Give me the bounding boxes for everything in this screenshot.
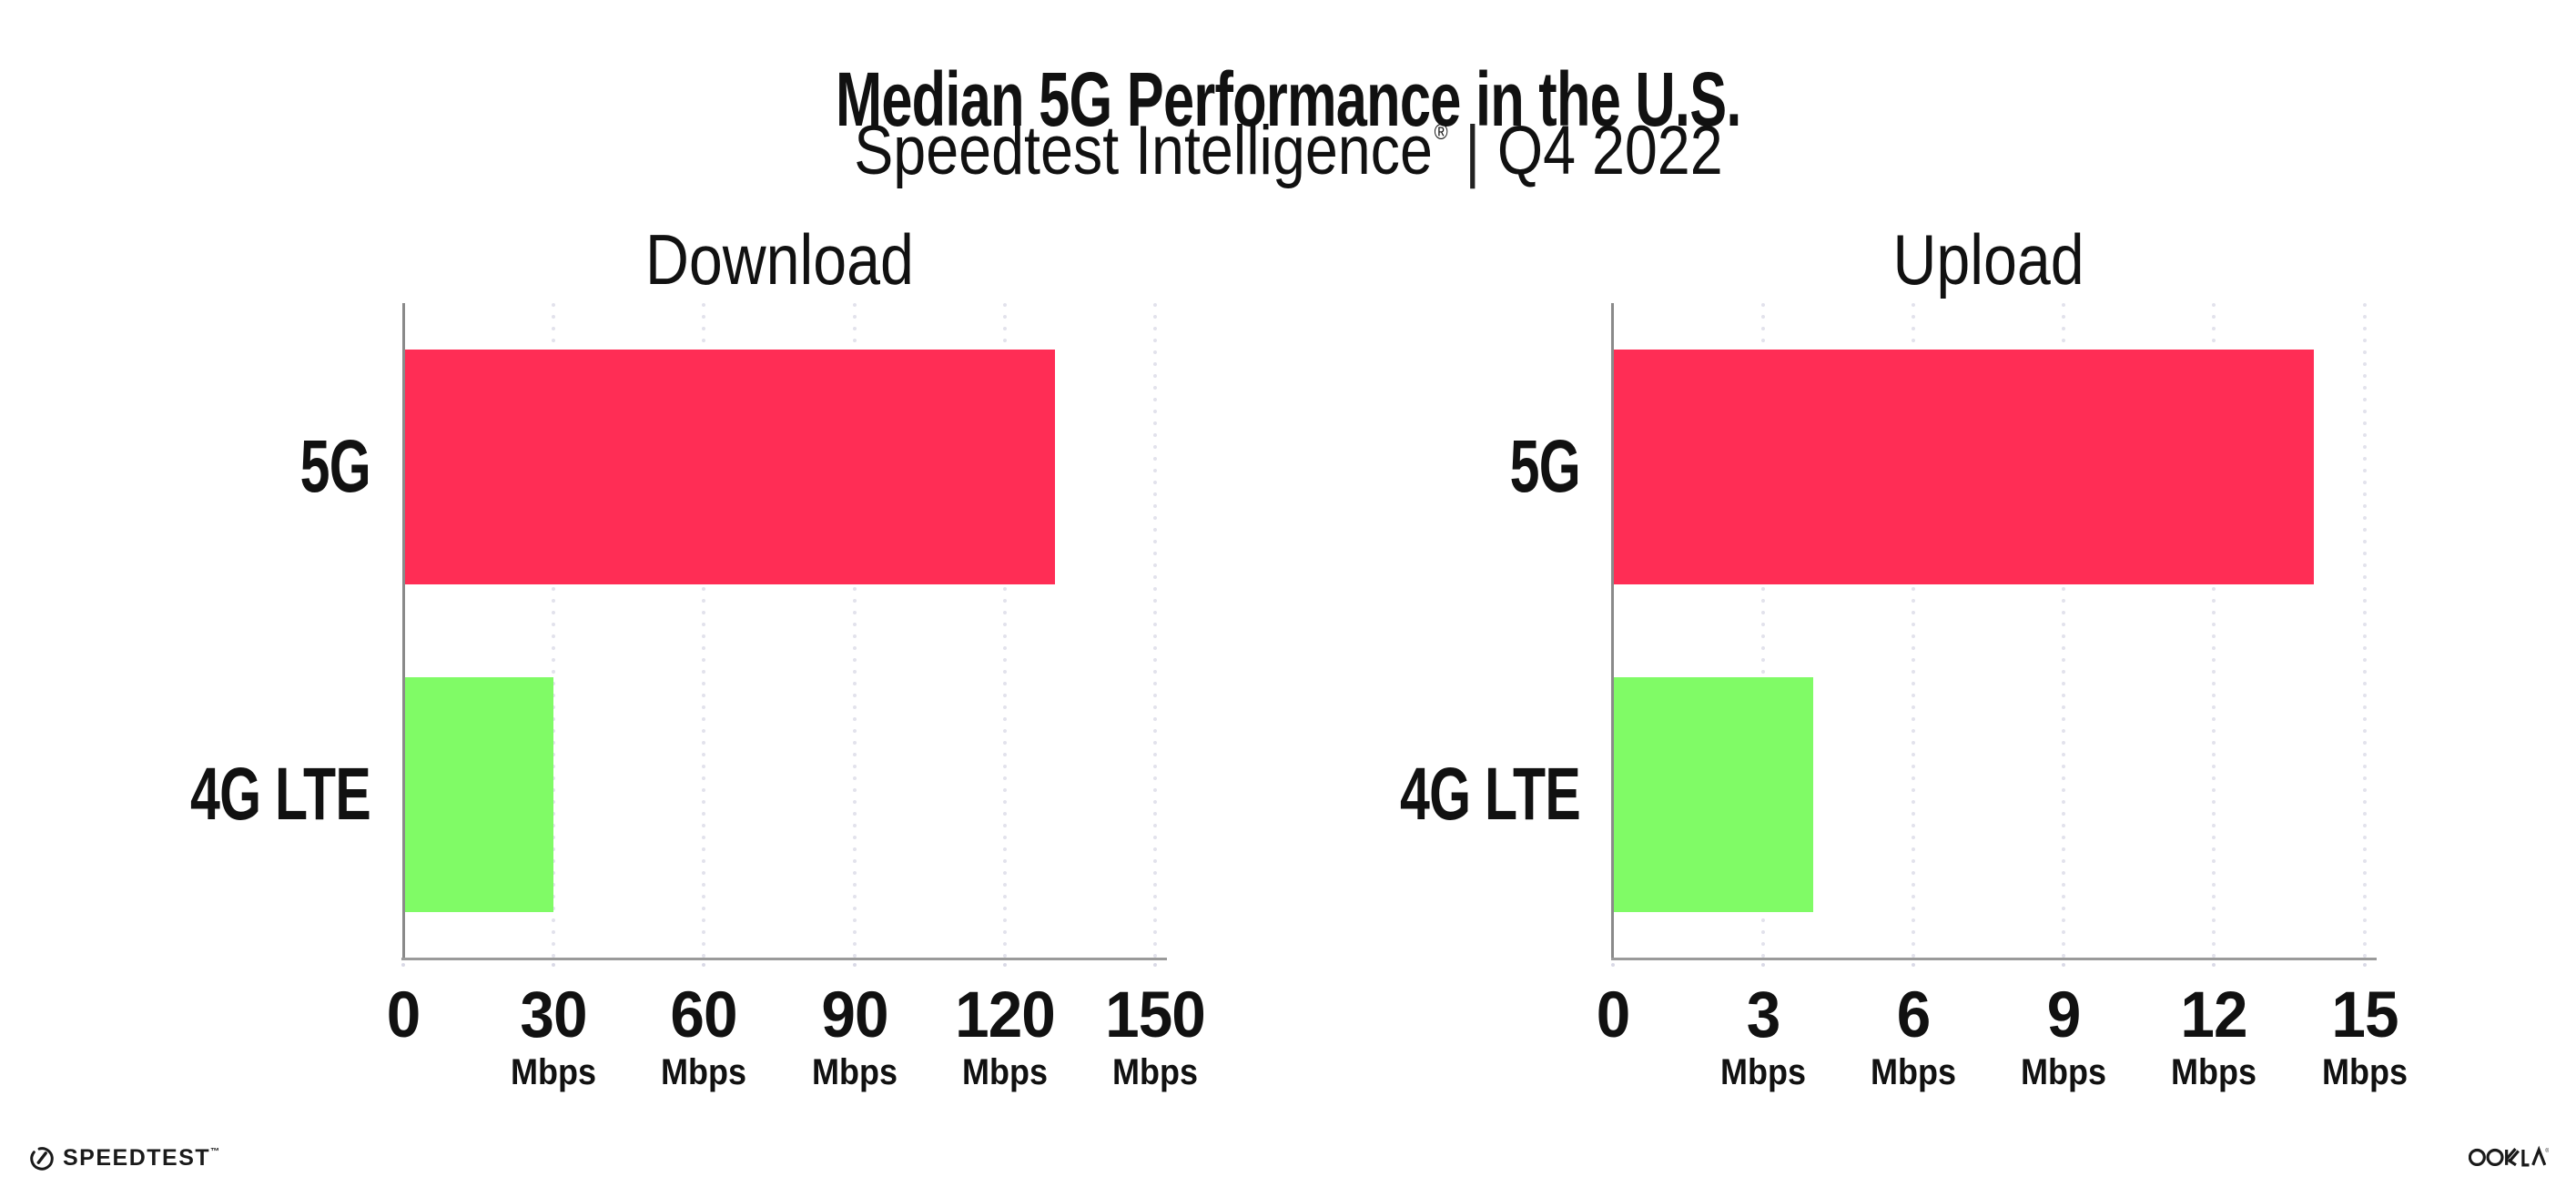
download-chart-title: Download xyxy=(221,221,1337,298)
x-axis-tick xyxy=(552,963,556,967)
speedtest-logo: SPEEDTEST™ xyxy=(28,1144,219,1172)
y-axis-line xyxy=(401,303,405,960)
registered-mark: ® xyxy=(1434,120,1448,145)
x-tick-label: 120 Mbps xyxy=(928,979,1082,1092)
page-title: Median 5G Performance in the U.S. xyxy=(0,58,2576,140)
speedtest-gauge-icon xyxy=(30,1147,54,1171)
trademark-mark: ™ xyxy=(210,1146,220,1157)
x-tick-value: 90 xyxy=(821,979,888,1051)
x-axis-tick xyxy=(2212,963,2216,967)
x-tick-unit: Mbps xyxy=(1112,1052,1198,1092)
category-label-5g: 5G xyxy=(1509,425,1580,508)
bar-4g-lte xyxy=(403,677,554,912)
x-axis-tick xyxy=(1002,963,1007,967)
bar-4g-lte xyxy=(1612,677,1813,912)
x-axis-tick xyxy=(702,963,706,967)
gridline xyxy=(1002,303,1007,958)
x-axis-tick xyxy=(1610,963,1615,967)
gridline xyxy=(1153,303,1157,958)
x-tick-label: 90 Mbps xyxy=(777,979,932,1092)
x-tick-label: 12 Mbps xyxy=(2136,979,2291,1092)
x-tick-unit: Mbps xyxy=(2321,1052,2408,1092)
x-tick-value: 6 xyxy=(1896,979,1932,1051)
page-title-text: Median 5G Performance in the U.S. xyxy=(835,56,1741,143)
x-tick-label: 30 Mbps xyxy=(476,979,631,1092)
x-axis-tick xyxy=(1760,963,1765,967)
x-tick-value: 0 xyxy=(386,979,421,1051)
bar-5g xyxy=(1612,350,2315,584)
gridline xyxy=(1911,303,1915,958)
x-axis-tick xyxy=(2062,963,2066,967)
x-tick-value: 12 xyxy=(2180,979,2248,1051)
y-axis-line xyxy=(1611,303,1614,960)
gridline xyxy=(1760,303,1765,958)
speedtest-wordmark: SPEEDTEST™ xyxy=(63,1144,220,1171)
x-axis-tick xyxy=(852,963,857,967)
x-tick-unit: Mbps xyxy=(661,1052,747,1092)
x-tick-unit: Mbps xyxy=(961,1052,1048,1092)
x-tick-label: 9 Mbps xyxy=(1986,979,2141,1092)
category-label-4g-lte: 4G LTE xyxy=(1399,753,1581,836)
x-axis-line xyxy=(401,958,1167,960)
upload-chart-title: Upload xyxy=(1431,221,2547,298)
x-axis-tick xyxy=(2362,963,2367,967)
x-tick-value: 60 xyxy=(670,979,738,1051)
bar-5g xyxy=(403,350,1055,584)
x-tick-label: 6 Mbps xyxy=(1836,979,1991,1092)
subtitle-period: Q4 2022 xyxy=(1496,112,1723,189)
x-tick-value: 150 xyxy=(1105,979,1206,1051)
x-tick-unit: Mbps xyxy=(811,1052,898,1092)
gridline xyxy=(2362,303,2367,958)
gridline xyxy=(2212,303,2216,958)
x-axis-tick xyxy=(1153,963,1157,967)
x-tick-unit: Mbps xyxy=(2021,1052,2107,1092)
category-label-5g: 5G xyxy=(299,425,371,508)
subtitle-separator: | xyxy=(1464,112,1480,189)
gridline xyxy=(2062,303,2066,958)
x-tick-label: 0 xyxy=(1536,979,1690,1051)
x-axis-line xyxy=(1610,958,2377,960)
ookla-logo: ® xyxy=(2468,1145,2550,1172)
x-tick-value: 120 xyxy=(954,979,1056,1051)
x-axis-tick xyxy=(401,963,405,967)
subtitle-brand: Speedtest Intelligence xyxy=(853,112,1433,189)
gridline xyxy=(852,303,857,958)
x-tick-value: 9 xyxy=(2046,979,2082,1051)
gridline xyxy=(552,303,556,958)
category-label-4g-lte: 4G LTE xyxy=(190,753,371,836)
x-tick-value: 3 xyxy=(1746,979,1780,1051)
x-tick-label: 0 xyxy=(326,979,481,1051)
x-tick-unit: Mbps xyxy=(1870,1052,1956,1092)
x-axis-tick xyxy=(1911,963,1915,967)
x-tick-value: 30 xyxy=(520,979,588,1051)
x-tick-unit: Mbps xyxy=(1719,1052,1806,1092)
gridline xyxy=(702,303,706,958)
x-tick-label: 15 Mbps xyxy=(2287,979,2442,1092)
x-tick-value: 0 xyxy=(1596,979,1630,1051)
ookla-registered-mark: ® xyxy=(2545,1147,2549,1154)
download-chart-title-text: Download xyxy=(644,219,914,299)
x-tick-unit: Mbps xyxy=(511,1052,597,1092)
x-tick-label: 150 Mbps xyxy=(1078,979,1232,1092)
x-tick-unit: Mbps xyxy=(2171,1052,2257,1092)
x-tick-label: 3 Mbps xyxy=(1686,979,1841,1092)
ookla-wordmark-icon: ® xyxy=(2468,1145,2550,1167)
upload-chart-title-text: Upload xyxy=(1892,219,2084,299)
x-tick-value: 15 xyxy=(2330,979,2399,1051)
x-tick-label: 60 Mbps xyxy=(626,979,781,1092)
page-subtitle: Speedtest Intelligence® | Q4 2022 xyxy=(0,91,2576,189)
